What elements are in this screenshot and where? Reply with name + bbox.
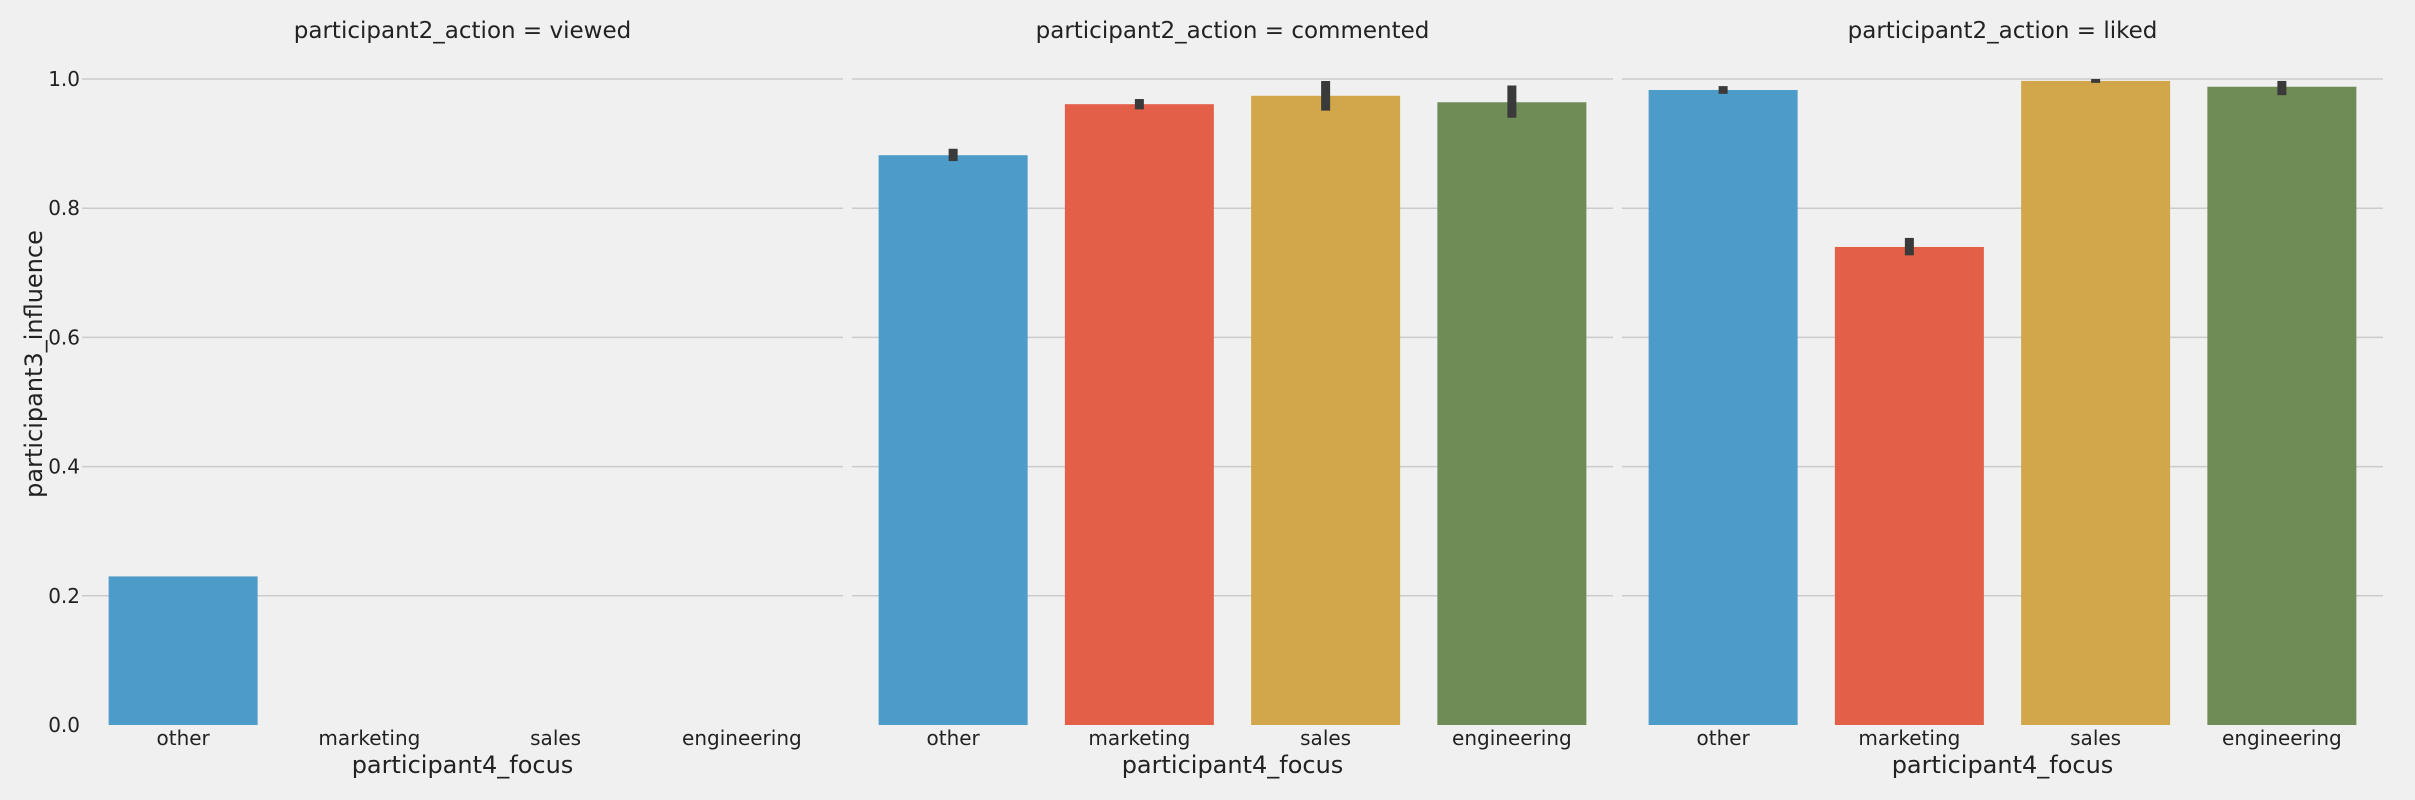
x-tick-label: engineering [1452,726,1572,750]
bar-other [108,576,258,725]
y-tick-label: 0.4 [48,455,80,479]
bar-marketing [1834,246,1984,725]
facet-panel-2: participant2_action = liked other marketin… [1622,18,2383,779]
y-tick-label: 1.0 [48,67,80,91]
bar-engineering [1437,102,1587,726]
x-tick-label: marketing [1858,726,1960,750]
x-tick-label: engineering [682,726,802,750]
x-tick-label: other [1696,726,1750,750]
x-axis-label: participant4_focus [1122,751,1344,779]
x-tick-label: other [156,726,210,750]
x-tick-label: marketing [318,726,420,750]
x-tick-label: engineering [2222,726,2342,750]
y-tick-label: 0.0 [48,713,80,737]
bar-sales [2021,80,2171,726]
facet-panel-0: participant2_action = viewed other marketi… [48,18,843,779]
facet-title: participant2_action = liked [1848,18,2158,44]
bar-other [1648,89,1798,726]
x-tick-label: marketing [1088,726,1190,750]
y-axis-label: participant3_influence [20,230,48,498]
x-tick-label: other [926,726,980,750]
x-axis-label: participant4_focus [1892,751,2114,779]
x-tick-label: sales [1300,726,1351,750]
y-tick-label: 0.2 [48,584,80,608]
y-tick-label: 0.6 [48,325,80,349]
bar-other [878,155,1028,725]
bar-engineering [2207,86,2357,725]
x-tick-label: sales [2070,726,2121,750]
x-tick-label: sales [530,726,581,750]
facet-title: participant2_action = commented [1036,18,1430,44]
y-tick-label: 0.8 [48,196,80,220]
x-axis-label: participant4_focus [352,751,574,779]
facets: participant2_action = viewed other marketi… [48,18,2383,779]
facet-title: participant2_action = viewed [294,18,631,44]
bar-marketing [1064,104,1214,726]
facet-panel-1: participant2_action = commented other mark… [852,18,1613,779]
bar-sales [1251,95,1401,725]
